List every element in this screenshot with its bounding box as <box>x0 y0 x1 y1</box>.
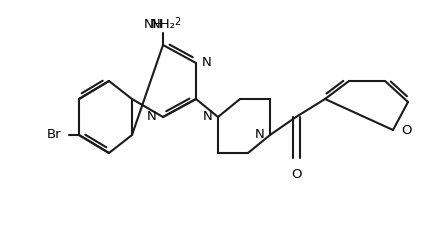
Text: NH₂: NH₂ <box>151 19 175 31</box>
Text: O: O <box>401 124 411 137</box>
Text: O: O <box>291 168 301 181</box>
Text: N: N <box>147 110 157 124</box>
Text: NH: NH <box>143 19 163 31</box>
Text: N: N <box>202 110 212 124</box>
Text: 2: 2 <box>174 17 180 27</box>
Text: N: N <box>254 129 264 142</box>
Text: N: N <box>202 56 212 69</box>
Text: Br: Br <box>46 129 61 142</box>
